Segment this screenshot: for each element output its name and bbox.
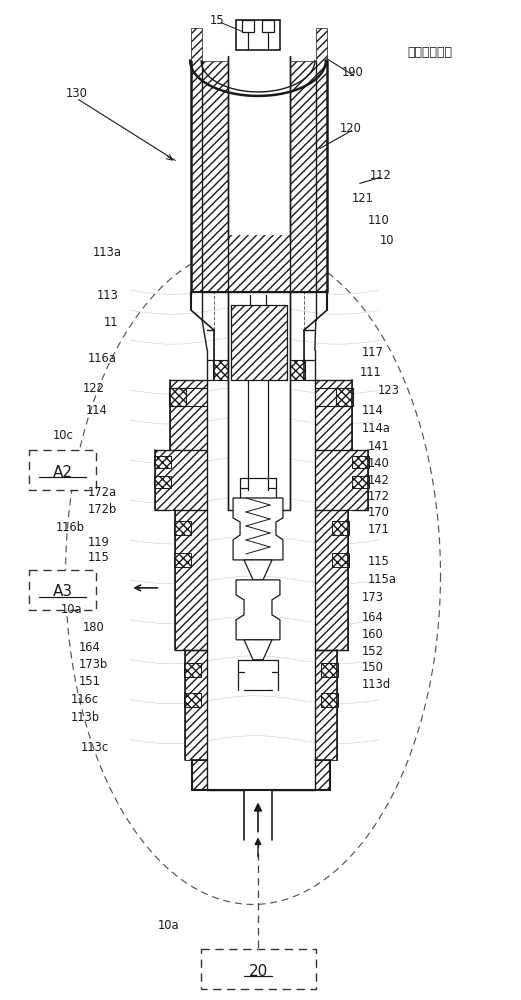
Text: 113c: 113c: [80, 741, 109, 754]
Text: 116b: 116b: [56, 521, 84, 534]
Text: 114: 114: [362, 404, 383, 417]
Text: 10a: 10a: [158, 919, 180, 932]
Bar: [231, 305, 287, 380]
Text: 172a: 172a: [88, 486, 117, 499]
Bar: [185, 650, 207, 760]
Bar: [352, 456, 369, 468]
Bar: [315, 510, 348, 650]
Bar: [155, 450, 207, 510]
Bar: [228, 292, 290, 510]
Text: 114: 114: [85, 404, 107, 417]
Bar: [321, 663, 338, 677]
Polygon shape: [244, 560, 272, 580]
Bar: [175, 510, 207, 650]
Text: 130: 130: [66, 87, 88, 100]
Text: 15: 15: [210, 14, 225, 27]
Bar: [352, 476, 369, 488]
Text: 142: 142: [368, 474, 390, 487]
Bar: [315, 760, 330, 790]
Text: 141: 141: [368, 440, 390, 453]
Text: 113a: 113a: [92, 246, 121, 259]
Text: 180: 180: [82, 621, 104, 634]
Text: 110: 110: [368, 214, 390, 227]
Text: 123: 123: [378, 384, 400, 397]
Bar: [236, 20, 280, 50]
Bar: [242, 20, 254, 32]
Text: 117: 117: [362, 346, 383, 359]
Text: 115: 115: [368, 555, 390, 568]
Bar: [202, 61, 316, 292]
Text: 115: 115: [88, 551, 109, 564]
Text: 151: 151: [79, 675, 101, 688]
Text: 113: 113: [96, 289, 118, 302]
Bar: [191, 28, 202, 292]
Bar: [170, 380, 207, 450]
Bar: [184, 663, 201, 677]
Text: 10c: 10c: [53, 429, 73, 442]
Bar: [289, 360, 305, 380]
Bar: [29, 570, 96, 610]
Bar: [336, 388, 353, 406]
Bar: [174, 553, 191, 567]
Bar: [184, 693, 201, 707]
Bar: [201, 949, 316, 989]
Text: 114a: 114a: [362, 422, 391, 435]
Text: 116a: 116a: [88, 352, 116, 365]
Text: 152: 152: [362, 645, 384, 658]
Polygon shape: [233, 498, 283, 560]
Text: 113b: 113b: [70, 711, 100, 724]
Text: 173b: 173b: [79, 658, 108, 671]
Text: 170: 170: [368, 506, 390, 519]
Text: 121: 121: [352, 192, 374, 205]
Text: 113d: 113d: [362, 678, 391, 691]
Bar: [154, 476, 171, 488]
Text: 112: 112: [370, 169, 392, 182]
Text: 150: 150: [362, 661, 383, 674]
Text: 116c: 116c: [70, 693, 98, 706]
Text: 122: 122: [82, 382, 105, 395]
Text: 171: 171: [368, 523, 390, 536]
Text: 164: 164: [362, 611, 383, 624]
Bar: [321, 693, 338, 707]
Text: （非通电时）: （非通电时）: [407, 46, 453, 59]
Bar: [315, 450, 368, 510]
Bar: [315, 650, 337, 760]
Text: 173: 173: [362, 591, 384, 604]
Bar: [154, 456, 171, 468]
Text: 172: 172: [368, 490, 390, 503]
Bar: [332, 521, 349, 535]
Text: 20: 20: [249, 964, 268, 979]
Text: 140: 140: [368, 457, 390, 470]
Bar: [315, 380, 352, 450]
Text: 111: 111: [359, 366, 381, 379]
Text: 115a: 115a: [368, 573, 396, 586]
Bar: [192, 760, 207, 790]
Bar: [228, 56, 290, 235]
Bar: [29, 450, 96, 490]
Polygon shape: [244, 640, 272, 660]
Bar: [262, 20, 274, 32]
Text: 10a: 10a: [60, 603, 82, 616]
Text: A2: A2: [53, 465, 72, 480]
Text: 11: 11: [104, 316, 118, 329]
Text: 172b: 172b: [88, 503, 117, 516]
Bar: [213, 360, 229, 380]
Polygon shape: [236, 580, 280, 640]
Text: A3: A3: [53, 584, 72, 599]
Text: 10: 10: [380, 234, 394, 247]
Text: 190: 190: [342, 66, 364, 79]
Bar: [174, 521, 191, 535]
Bar: [316, 28, 327, 292]
Text: 160: 160: [362, 628, 383, 641]
Text: 164: 164: [79, 641, 100, 654]
Bar: [332, 553, 349, 567]
Bar: [169, 388, 186, 406]
Text: 119: 119: [88, 536, 109, 549]
Text: 120: 120: [340, 122, 362, 135]
